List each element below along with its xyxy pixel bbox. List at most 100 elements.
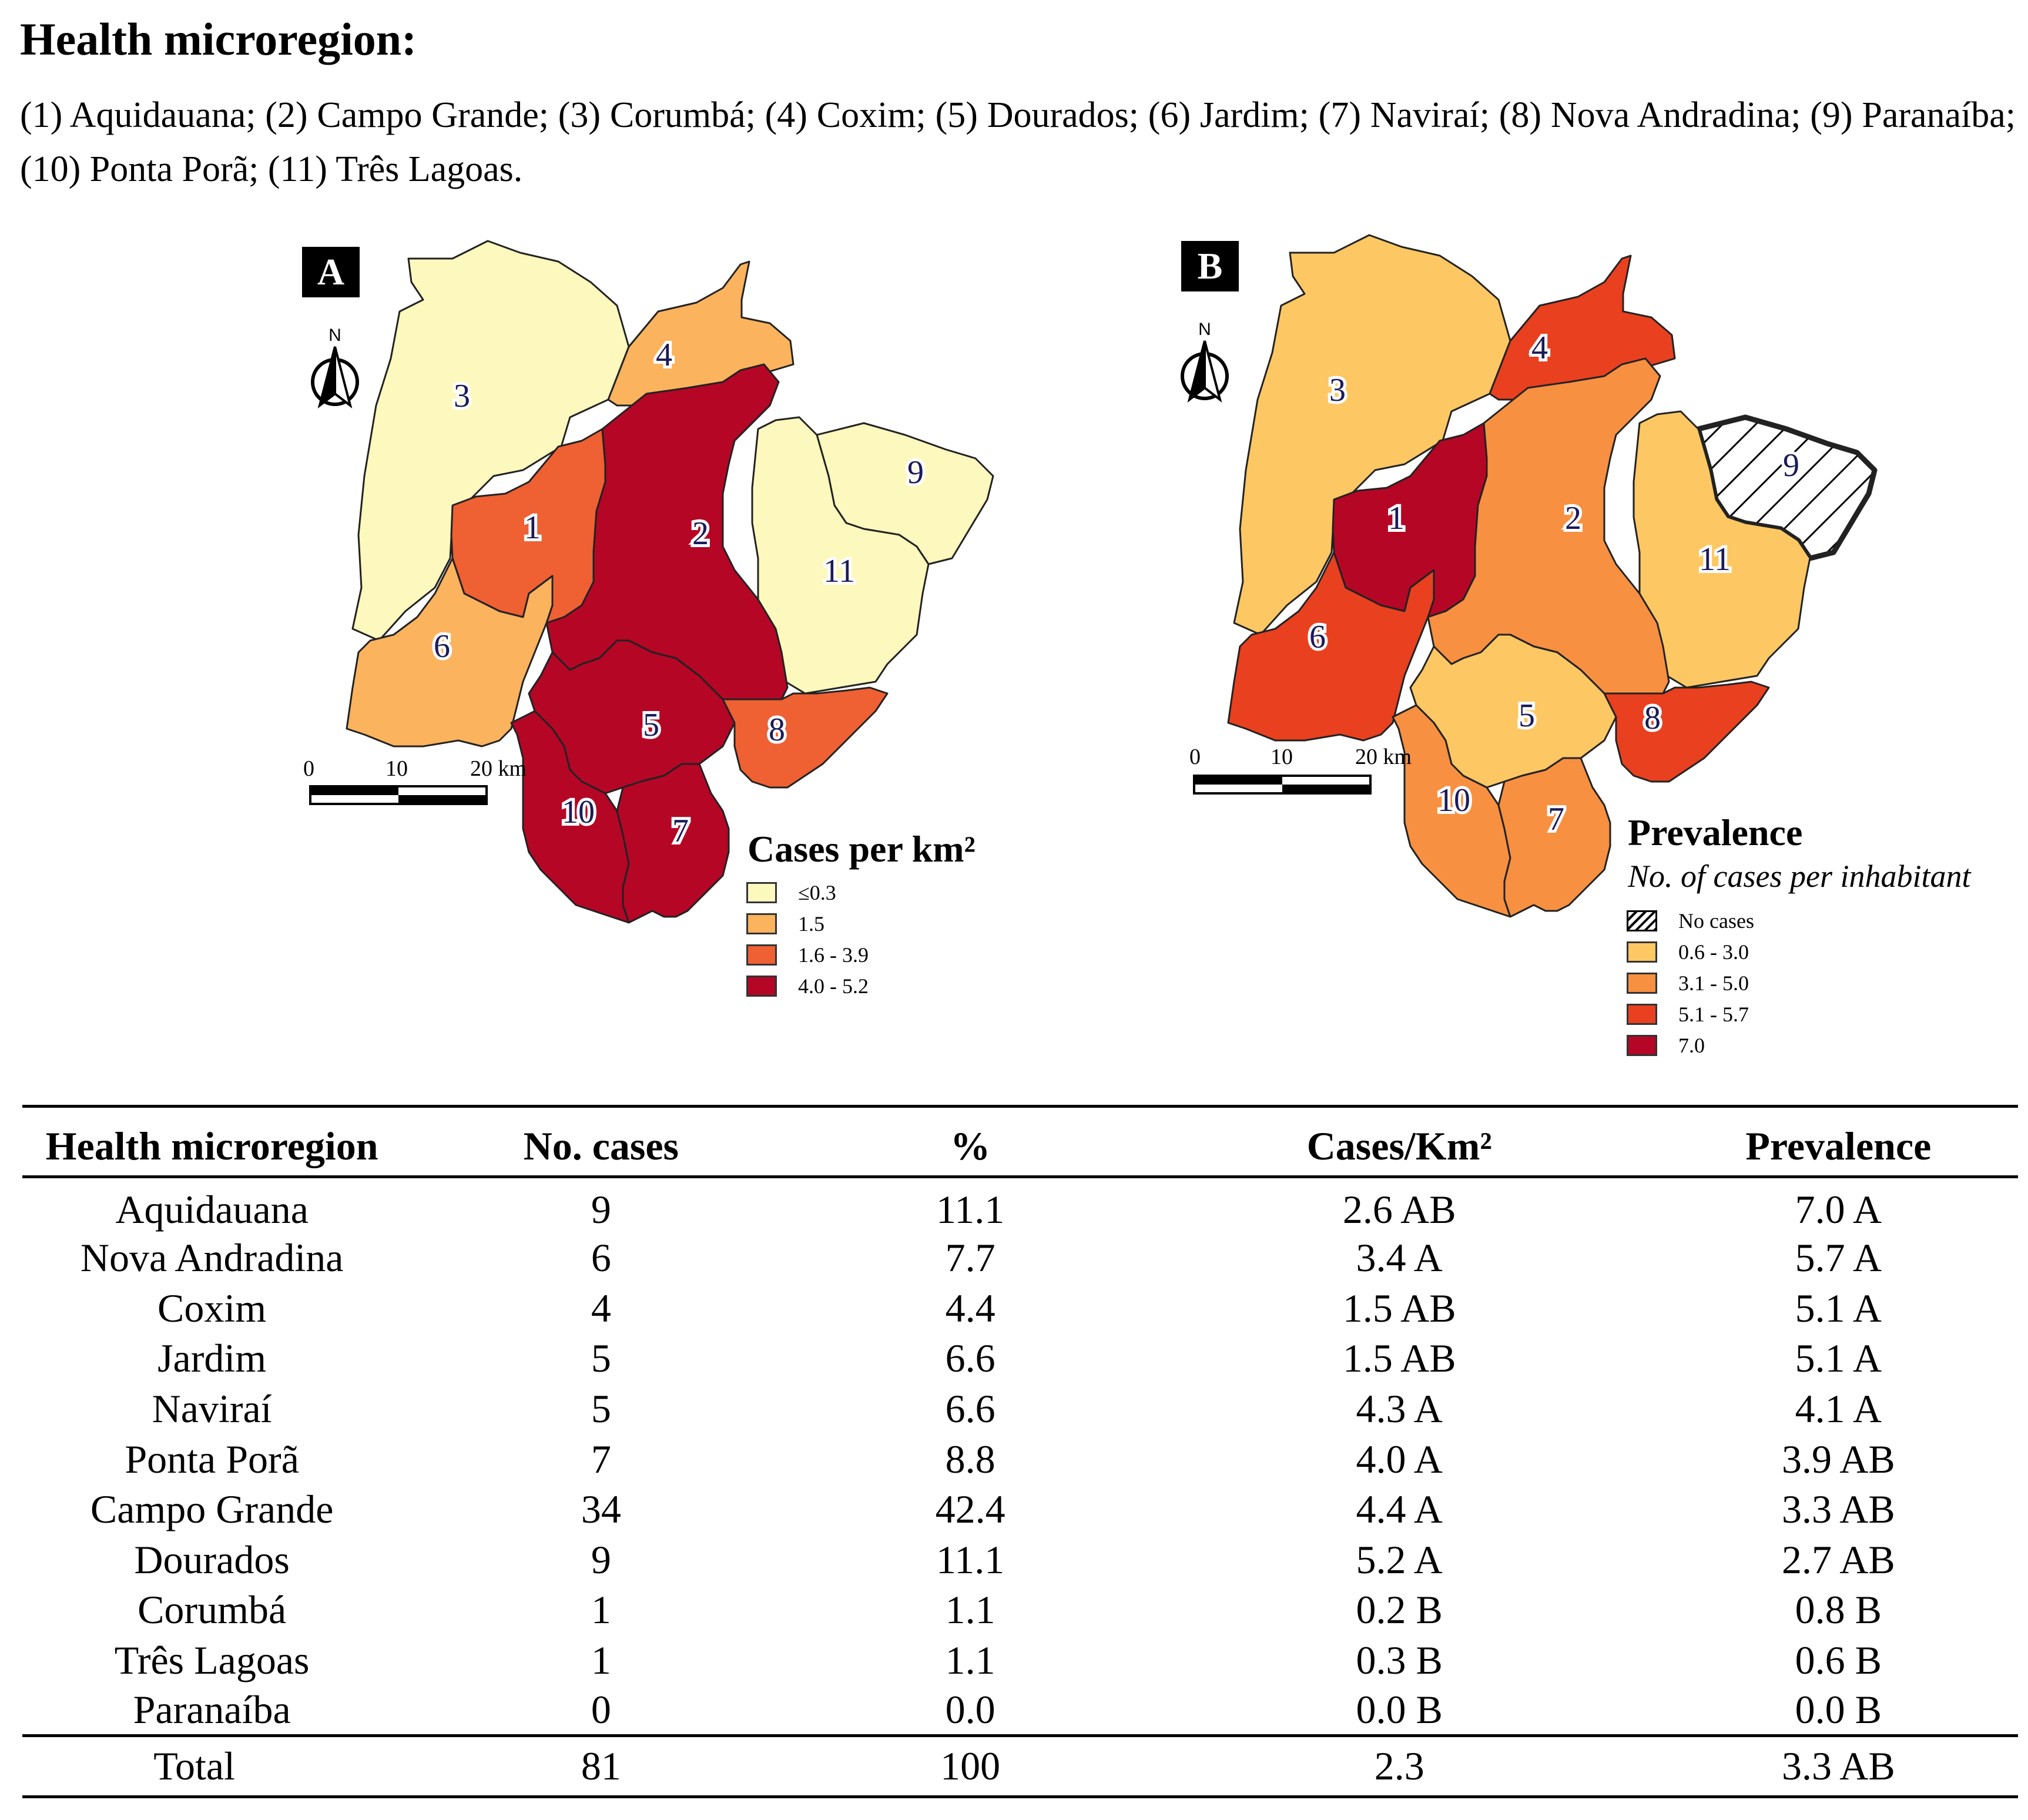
cell-prevalence: 0.6 B xyxy=(1795,1638,1882,1683)
total-percent: 100 xyxy=(940,1744,1001,1789)
region-8 xyxy=(1603,681,1770,783)
scale-b-label-0: 0 xyxy=(1189,745,1201,769)
region-label-11: 11 xyxy=(823,553,855,589)
cell-percent: 42.4 xyxy=(935,1487,1005,1532)
cell-cases: 9 xyxy=(591,1537,611,1582)
cell-prevalence: 0.8 B xyxy=(1795,1587,1882,1633)
region-label-3: 3 xyxy=(454,378,470,414)
scale-b-label-10: 10 xyxy=(1271,745,1293,769)
cell-cases-km2: 1.5 AB xyxy=(1342,1285,1456,1330)
region-label-1: 1 xyxy=(524,510,541,546)
region-10 xyxy=(510,710,630,924)
total-cases: 81 xyxy=(581,1744,621,1789)
table-row: Dourados 9 11.1 5.2 A 2.7 AB xyxy=(22,1535,2018,1586)
total-cases-km2: 2.3 xyxy=(1374,1744,1424,1789)
cell-cases: 4 xyxy=(591,1285,611,1330)
region-7 xyxy=(616,763,730,924)
region-label-10: 10 xyxy=(1437,782,1470,819)
legend-a: ≤0.3 1.5 1.6 - 3.9 4.0 - 5.2 xyxy=(746,877,869,1001)
region-11 xyxy=(1633,410,1811,689)
legend-label: 7.0 xyxy=(1678,1033,1705,1057)
cell-microregion: Jardim xyxy=(157,1336,267,1381)
cell-percent: 8.8 xyxy=(945,1436,995,1482)
legend-swatch xyxy=(1627,1034,1657,1056)
legend-label: 4.0 - 5.2 xyxy=(798,974,869,998)
legend-swatch xyxy=(746,944,777,966)
cell-cases-km2: 5.2 A xyxy=(1356,1537,1443,1582)
table-header-row: Health microregion No. cases % Cases/Km²… xyxy=(22,1106,2018,1177)
map-panel-b: 1 2 3 4 5 6 7 8 9 10 11 N B 0 10 20 km Prevalence N… xyxy=(1164,229,2022,1064)
table-row: Nova Andradina 6 7.7 3.4 A 5.7 A xyxy=(22,1233,2018,1283)
region-label-1: 1 xyxy=(1388,500,1404,537)
legend-item: 5.1 - 5.7 xyxy=(1627,998,1754,1030)
cell-percent: 6.6 xyxy=(945,1386,995,1432)
cell-cases-km2: 4.4 A xyxy=(1356,1487,1443,1532)
legend-item: 4.0 - 5.2 xyxy=(746,970,869,1001)
cell-prevalence: 2.7 AB xyxy=(1781,1537,1895,1582)
map-regions xyxy=(346,240,994,924)
legend-swatch xyxy=(746,975,777,997)
legend-swatch xyxy=(1627,941,1657,963)
cell-prevalence: 5.1 A xyxy=(1795,1336,1882,1381)
map-regions xyxy=(1227,234,1878,918)
table-row: Jardim 5 6.6 1.5 AB 5.1 A xyxy=(22,1333,2018,1384)
page-heading: Health microregion: xyxy=(20,14,417,65)
legend-item: 7.0 xyxy=(1627,1030,1754,1061)
cell-cases: 1 xyxy=(591,1638,611,1683)
region-11 xyxy=(751,416,930,695)
cell-cases-km2: 0.2 B xyxy=(1356,1587,1443,1633)
cell-microregion: Ponta Porã xyxy=(125,1436,299,1482)
cell-percent: 1.1 xyxy=(945,1638,995,1683)
table-row: Aquidauana 9 11.1 2.6 AB 7.0 A xyxy=(22,1177,2018,1234)
region-label-7: 7 xyxy=(672,813,689,849)
cell-percent: 11.1 xyxy=(936,1537,1005,1582)
panel-a-badge: A xyxy=(302,247,360,297)
legend-swatch xyxy=(1627,972,1657,994)
legend-swatch xyxy=(746,913,777,934)
legend-label: 5.1 - 5.7 xyxy=(1678,1002,1749,1026)
cell-prevalence: 3.3 AB xyxy=(1781,1487,1895,1532)
cases-table: Health microregion No. cases % Cases/Km²… xyxy=(22,1105,2018,1798)
region-label-5: 5 xyxy=(643,707,659,743)
cell-microregion: Naviraí xyxy=(152,1386,272,1432)
table-body: Aquidauana 9 11.1 2.6 AB 7.0 A Nova Andradina… xyxy=(22,1177,2018,1736)
region-label-4: 4 xyxy=(1531,330,1548,366)
col-header-microregion: Health microregion xyxy=(45,1124,378,1168)
region-7 xyxy=(1497,757,1611,918)
cell-cases: 34 xyxy=(581,1487,621,1532)
cell-prevalence: 4.1 A xyxy=(1795,1386,1882,1432)
cell-prevalence: 7.0 A xyxy=(1795,1187,1882,1232)
legend-label: 1.6 - 3.9 xyxy=(798,943,869,967)
cell-microregion: Dourados xyxy=(134,1537,290,1582)
cell-cases: 0 xyxy=(591,1687,611,1732)
col-header-cases-km2: Cases/Km² xyxy=(1306,1124,1492,1168)
col-header-cases: No. cases xyxy=(523,1124,679,1168)
region-label-6: 6 xyxy=(434,628,450,665)
cell-cases-km2: 2.6 AB xyxy=(1342,1187,1456,1232)
scale-bar xyxy=(1193,775,1372,795)
map-b-svg: 1 2 3 4 5 6 7 8 9 10 11 N xyxy=(1181,234,1878,918)
legend-a-title: Cases per km² xyxy=(747,828,976,870)
cell-cases-km2: 4.3 A xyxy=(1356,1386,1443,1432)
region-label-3: 3 xyxy=(1329,372,1346,408)
cell-prevalence: 3.9 AB xyxy=(1781,1436,1895,1482)
legend-label: 0.6 - 3.0 xyxy=(1678,940,1749,964)
scale-b-label-20km: 20 km xyxy=(1355,745,1412,769)
legend-swatch xyxy=(746,881,777,903)
cell-cases: 5 xyxy=(591,1386,611,1432)
cell-prevalence: 5.7 A xyxy=(1795,1235,1882,1281)
region-label-9: 9 xyxy=(907,454,924,491)
table-row: Campo Grande 34 42.4 4.4 A 3.3 AB xyxy=(22,1484,2018,1535)
north-arrow-icon xyxy=(1181,340,1229,403)
legend-item: ≤0.3 xyxy=(746,877,869,908)
table-row: Coxim 4 4.4 1.5 AB 5.1 A xyxy=(22,1283,2018,1334)
table-total-row: Total 81 100 2.3 3.3 AB xyxy=(22,1735,2018,1797)
col-header-prevalence: Prevalence xyxy=(1745,1124,1932,1168)
legend-b: No cases 0.6 - 3.0 3.1 - 5.0 5.1 - 5.7 7.0 xyxy=(1627,905,1754,1061)
cell-cases-km2: 0.0 B xyxy=(1356,1687,1443,1732)
region-label-7: 7 xyxy=(1548,801,1564,837)
legend-label: 3.1 - 5.0 xyxy=(1678,971,1749,995)
cell-percent: 1.1 xyxy=(945,1587,995,1633)
cell-cases: 6 xyxy=(591,1235,611,1281)
col-header-percent: % xyxy=(950,1124,991,1168)
